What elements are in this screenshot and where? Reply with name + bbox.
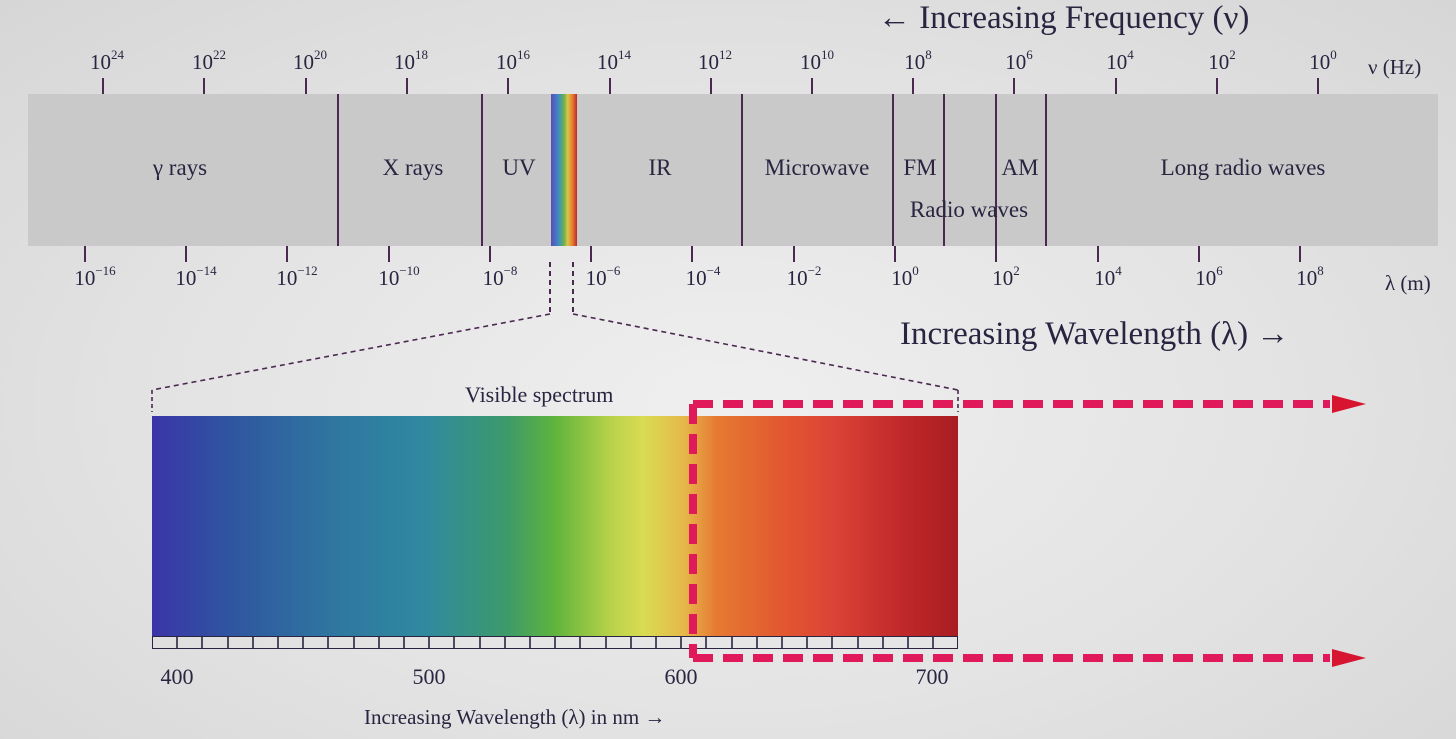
wavelength-tick-label: 10−6	[585, 263, 621, 290]
wavelength-tick-label: 100	[891, 263, 919, 290]
region-am-label: AM	[1001, 155, 1039, 180]
visible-scale-600: 600	[664, 664, 698, 689]
wavelength-tick	[489, 246, 491, 262]
visible-ruler	[152, 636, 958, 649]
freq-tick	[1013, 78, 1015, 94]
wavelength-tick	[286, 246, 288, 262]
wavelength-tick-label: 102	[992, 263, 1020, 290]
region-divider	[1045, 94, 1047, 246]
freq-tick	[406, 78, 408, 94]
wavelength-tick-label: 10−14	[175, 263, 217, 290]
freq-tick-label: 100	[1309, 47, 1337, 74]
region-xray-label: X rays	[382, 155, 444, 180]
wavelength-title: Increasing Wavelength (λ) →	[900, 316, 1290, 352]
wavelength-unit-label: λ (m)	[1385, 271, 1431, 295]
region-gamma-label: γ rays	[152, 155, 208, 180]
region-radio-label: Radio waves	[909, 197, 1029, 222]
region-divider	[892, 94, 894, 246]
freq-tick	[102, 78, 104, 94]
freq-tick-label: 1022	[192, 47, 226, 74]
frequency-unit-label: ν (Hz)	[1368, 55, 1422, 79]
visible-scale-500: 500	[412, 664, 446, 689]
spectrum-band	[28, 94, 1438, 246]
freq-tick-label: 106	[1005, 47, 1033, 74]
region-microwave-label: Microwave	[764, 155, 870, 180]
wavelength-tick-label: 10−16	[74, 263, 116, 290]
freq-tick-label: 108	[904, 47, 932, 74]
freq-tick-label: 1012	[698, 47, 732, 74]
freq-tick-label: 1016	[496, 47, 530, 74]
freq-tick	[609, 78, 611, 94]
visible-spectrum-gradient	[152, 416, 958, 636]
wavelength-tick-label: 10−10	[378, 263, 420, 290]
wavelength-tick-label: 106	[1195, 263, 1223, 290]
wavelength-tick	[1299, 246, 1301, 262]
arrow-head-icon	[1332, 649, 1366, 667]
wavelength-tick	[185, 246, 187, 262]
region-uv-label: UV	[502, 155, 536, 180]
wavelength-tick-label: 10−12	[276, 263, 318, 290]
freq-tick	[305, 78, 307, 94]
region-divider	[741, 94, 743, 246]
wavelength-tick-label: 10−4	[685, 263, 721, 290]
freq-tick-label: 1014	[597, 47, 631, 74]
visible-spectrum-title: Visible spectrum	[465, 382, 614, 407]
freq-tick-label: 1010	[800, 47, 834, 74]
freq-tick	[811, 78, 813, 94]
wavelength-tick	[995, 246, 997, 262]
wavelength-tick	[388, 246, 390, 262]
freq-tick	[912, 78, 914, 94]
region-ir-label: IR	[648, 155, 672, 180]
freq-tick	[1115, 78, 1117, 94]
wavelength-tick	[894, 246, 896, 262]
region-long-radio-label: Long radio waves	[1160, 155, 1326, 180]
region-fm-label: FM	[903, 155, 937, 180]
freq-tick-label: 1024	[90, 47, 124, 74]
freq-tick-label: 104	[1106, 47, 1134, 74]
freq-tick	[507, 78, 509, 94]
freq-tick	[1317, 78, 1319, 94]
freq-tick	[1216, 78, 1218, 94]
region-divider	[995, 94, 997, 246]
wavelength-tick	[1097, 246, 1099, 262]
visible-strip	[551, 94, 577, 246]
wavelength-tick-label: 10−2	[786, 263, 822, 290]
freq-tick-label: 1020	[293, 47, 327, 74]
freq-tick-label: 1018	[394, 47, 428, 74]
wavelength-tick	[84, 246, 86, 262]
visible-scale-700: 700	[915, 664, 949, 689]
wavelength-tick	[590, 246, 592, 262]
region-divider	[337, 94, 339, 246]
visible-scale-400: 400	[160, 664, 194, 689]
freq-tick	[710, 78, 712, 94]
wavelength-tick	[691, 246, 693, 262]
wavelength-tick-label: 104	[1094, 263, 1122, 290]
region-divider	[481, 94, 483, 246]
freq-tick-label: 102	[1208, 47, 1236, 74]
wavelength-tick-label: 108	[1296, 263, 1324, 290]
region-divider	[943, 94, 945, 246]
arrow-head-icon	[1332, 395, 1366, 413]
wavelength-tick	[1198, 246, 1200, 262]
frequency-title: ← Increasing Frequency (ν)	[878, 0, 1250, 36]
wavelength-tick	[793, 246, 795, 262]
wavelength-tick-label: 10−8	[482, 263, 518, 290]
visible-wavelength-caption: Increasing Wavelength (λ) in nm →	[364, 705, 666, 729]
freq-tick	[203, 78, 205, 94]
